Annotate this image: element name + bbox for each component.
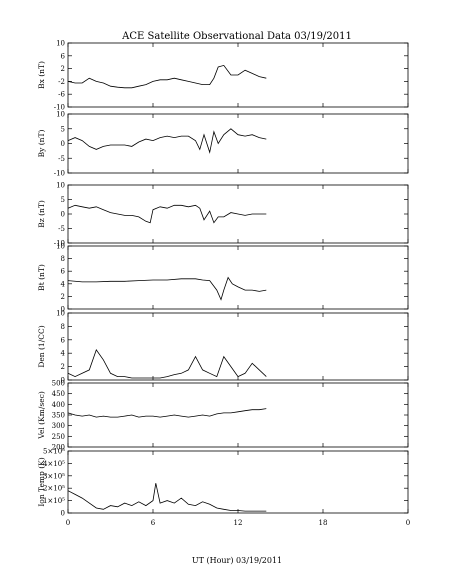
panel-frame (67, 245, 409, 310)
y-tick-label: 450 (52, 390, 65, 398)
y-tick-label: -5 (58, 225, 65, 233)
panel-bx: 10 6 2 -2 -6 -10 Bx (nT) (37, 40, 409, 112)
series-line-vel (67, 408, 267, 418)
panel-frame (67, 113, 409, 174)
x-tick-label: 0 (66, 519, 70, 527)
y-tick-label: 2 (61, 363, 65, 371)
y-tick-label: 8 (61, 255, 65, 263)
y-tick-label: -10 (54, 104, 65, 112)
x-tick-label: 0 (406, 519, 410, 527)
panel-frame (67, 450, 409, 514)
y-tick-label: 3×10⁵ (43, 472, 65, 480)
y-tick-label: 500 (52, 380, 65, 388)
chart-title: ACE Satellite Observational Data 03/19/2… (121, 31, 352, 42)
y-tick-label: 0 (61, 140, 65, 148)
panel-frame (67, 382, 409, 448)
x-tick-label: 12 (234, 519, 243, 527)
y-tick-label: 6 (61, 52, 66, 60)
y-tick-label: -10 (54, 240, 65, 248)
y-tick-label: 10 (56, 40, 65, 48)
y-axis-label: By (nT) (37, 130, 46, 158)
y-tick-label: 5 (61, 196, 65, 204)
y-axis-label: Ion Temp (K) (37, 457, 46, 506)
y-tick-label: 0 (61, 377, 65, 385)
y-tick-label: 0 (61, 510, 65, 518)
y-axis-label: Bt (nT) (37, 264, 46, 291)
y-tick-label: 2×10⁵ (43, 485, 65, 493)
y-tick-label: 200 (52, 444, 65, 452)
series-line-by (67, 128, 267, 154)
series-line-den (67, 349, 267, 379)
series-line-bz (67, 204, 267, 224)
y-tick-label: 6 (61, 336, 66, 344)
y-tick-label: 0 (61, 211, 65, 219)
y-tick-label: 5 (61, 125, 65, 133)
y-tick-label: 4 (61, 350, 66, 358)
y-axis-label: Bx (nT) (37, 61, 46, 89)
y-tick-label: 4×10⁵ (43, 460, 65, 468)
y-tick-label: -6 (58, 91, 65, 99)
y-tick-label: 0 (61, 306, 65, 314)
panel-bz: 10 5 0 -5 -10 Bz (nT) (37, 182, 409, 248)
series-line-ion-temp (67, 483, 267, 512)
panels: 10 6 2 -2 -6 -10 Bx (nT) 10 5 0 -5 -10 By (nT) 10 5 0 -5… (37, 40, 409, 518)
panel-den: 10 8 6 4 2 0 Den (1/CC) (37, 310, 409, 385)
y-tick-label: 350 (52, 412, 65, 420)
y-tick-label: 10 (56, 111, 65, 119)
y-tick-label: 1×10⁵ (43, 497, 65, 505)
series-line-bx (67, 64, 267, 89)
y-tick-label: 2 (61, 293, 65, 301)
y-tick-label: 2 (61, 65, 65, 73)
panel-bt: 10 8 6 4 2 0 Bt (nT) (37, 243, 409, 314)
y-tick-label: 5×10⁵ (43, 448, 65, 456)
y-axis-label: Vel (Km/sec) (37, 391, 46, 440)
panel-by: 10 5 0 -5 -10 By (nT) (37, 111, 409, 178)
y-tick-label: -2 (58, 78, 65, 86)
y-tick-label: 8 (61, 323, 65, 331)
y-tick-label: -10 (54, 170, 65, 178)
panel-frame (67, 312, 409, 381)
y-tick-label: 250 (52, 433, 65, 441)
y-tick-label: 10 (56, 182, 65, 190)
y-tick-label: -5 (58, 155, 65, 163)
x-axis: 0 6 12 18 0 (66, 519, 410, 527)
y-tick-label: 10 (56, 243, 65, 251)
y-axis-label: Bz (nT) (37, 200, 46, 228)
y-tick-label: 4 (61, 280, 66, 288)
panel-ion-temp: 5×10⁵ 4×10⁵ 3×10⁵ 2×10⁵ 1×10⁵ 0 Ion Temp (K) (37, 448, 409, 518)
series-line-bt (67, 276, 267, 301)
y-tick-label: 400 (52, 401, 65, 409)
y-tick-label: 300 (52, 422, 65, 430)
panel-vel: 500 450 400 350 300 250 200 Vel (Km/sec) (37, 380, 409, 452)
y-tick-label: 10 (56, 310, 65, 318)
y-tick-label: 6 (61, 268, 66, 276)
y-axis-label: Den (1/CC) (37, 325, 46, 367)
x-tick-label: 18 (319, 519, 328, 527)
x-axis-label: UT (Hour) 03/19/2011 (192, 556, 282, 565)
x-tick-label: 6 (151, 519, 156, 527)
